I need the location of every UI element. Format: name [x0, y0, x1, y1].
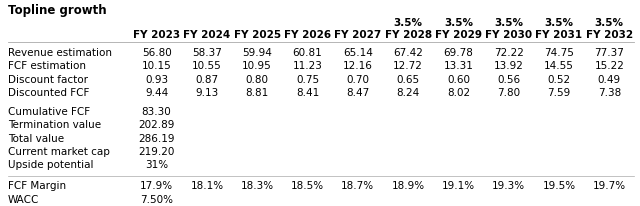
- Text: 0.56: 0.56: [497, 74, 520, 84]
- Text: 3.5%: 3.5%: [595, 18, 624, 28]
- Text: Revenue estimation: Revenue estimation: [8, 48, 112, 58]
- Text: Cumulative FCF: Cumulative FCF: [8, 107, 90, 117]
- Text: 0.60: 0.60: [447, 74, 470, 84]
- Text: 18.1%: 18.1%: [190, 180, 223, 190]
- Text: 58.37: 58.37: [192, 48, 222, 58]
- Text: 9.13: 9.13: [195, 87, 218, 97]
- Text: 0.65: 0.65: [397, 74, 420, 84]
- Text: 65.14: 65.14: [343, 48, 372, 58]
- Text: WACC: WACC: [8, 194, 39, 204]
- Text: 59.94: 59.94: [243, 48, 272, 58]
- Text: 17.9%: 17.9%: [140, 180, 173, 190]
- Text: 0.75: 0.75: [296, 74, 319, 84]
- Text: 8.02: 8.02: [447, 87, 470, 97]
- Text: 19.3%: 19.3%: [492, 180, 525, 190]
- Text: FY 2029: FY 2029: [435, 30, 482, 40]
- Text: FY 2027: FY 2027: [334, 30, 381, 40]
- Text: Discounted FCF: Discounted FCF: [8, 87, 89, 97]
- Text: 13.92: 13.92: [493, 61, 524, 71]
- Text: FY 2023: FY 2023: [133, 30, 180, 40]
- Text: 56.80: 56.80: [141, 48, 172, 58]
- Text: FY 2031: FY 2031: [536, 30, 582, 40]
- Text: 19.5%: 19.5%: [543, 180, 575, 190]
- Text: Topline growth: Topline growth: [8, 4, 106, 17]
- Text: 69.78: 69.78: [444, 48, 474, 58]
- Text: 7.50%: 7.50%: [140, 194, 173, 204]
- Text: 286.19: 286.19: [138, 133, 175, 143]
- Text: Termination value: Termination value: [8, 120, 101, 130]
- Text: Current market cap: Current market cap: [8, 146, 109, 156]
- Text: 67.42: 67.42: [393, 48, 423, 58]
- Text: 19.7%: 19.7%: [593, 180, 626, 190]
- Text: 60.81: 60.81: [292, 48, 323, 58]
- Text: 18.9%: 18.9%: [392, 180, 425, 190]
- Text: 7.59: 7.59: [547, 87, 571, 97]
- Text: 3.5%: 3.5%: [394, 18, 422, 28]
- Text: 18.5%: 18.5%: [291, 180, 324, 190]
- Text: FY 2030: FY 2030: [485, 30, 532, 40]
- Text: FY 2028: FY 2028: [385, 30, 431, 40]
- Text: FCF Margin: FCF Margin: [8, 180, 66, 190]
- Text: 10.15: 10.15: [141, 61, 172, 71]
- Text: 0.93: 0.93: [145, 74, 168, 84]
- Text: 19.1%: 19.1%: [442, 180, 475, 190]
- Text: 18.3%: 18.3%: [241, 180, 274, 190]
- Text: 8.81: 8.81: [246, 87, 269, 97]
- Text: 83.30: 83.30: [141, 107, 172, 117]
- Text: 202.89: 202.89: [138, 120, 175, 130]
- Text: 12.72: 12.72: [393, 61, 423, 71]
- Text: Upside potential: Upside potential: [8, 159, 93, 169]
- Text: Total value: Total value: [8, 133, 64, 143]
- Text: 11.23: 11.23: [292, 61, 323, 71]
- Text: 15.22: 15.22: [595, 61, 624, 71]
- Text: FY 2026: FY 2026: [284, 30, 331, 40]
- Text: FY 2024: FY 2024: [183, 30, 230, 40]
- Text: FCF estimation: FCF estimation: [8, 61, 86, 71]
- Text: 7.38: 7.38: [598, 87, 621, 97]
- Text: 0.70: 0.70: [346, 74, 369, 84]
- Text: 8.41: 8.41: [296, 87, 319, 97]
- Text: 3.5%: 3.5%: [545, 18, 573, 28]
- Text: Discount factor: Discount factor: [8, 74, 88, 84]
- Text: 0.52: 0.52: [547, 74, 570, 84]
- Text: 8.47: 8.47: [346, 87, 369, 97]
- Text: 10.95: 10.95: [243, 61, 272, 71]
- Text: 31%: 31%: [145, 159, 168, 169]
- Text: 72.22: 72.22: [493, 48, 524, 58]
- Text: 8.24: 8.24: [396, 87, 420, 97]
- Text: 0.80: 0.80: [246, 74, 269, 84]
- Text: 219.20: 219.20: [138, 146, 175, 156]
- Text: 13.31: 13.31: [444, 61, 474, 71]
- Text: 12.16: 12.16: [343, 61, 372, 71]
- Text: FY 2025: FY 2025: [234, 30, 281, 40]
- Text: 0.49: 0.49: [598, 74, 621, 84]
- Text: 9.44: 9.44: [145, 87, 168, 97]
- Text: 0.87: 0.87: [195, 74, 218, 84]
- Text: 3.5%: 3.5%: [444, 18, 473, 28]
- Text: 18.7%: 18.7%: [341, 180, 374, 190]
- Text: 7.80: 7.80: [497, 87, 520, 97]
- Text: 10.55: 10.55: [192, 61, 221, 71]
- Text: 77.37: 77.37: [595, 48, 624, 58]
- Text: 74.75: 74.75: [544, 48, 574, 58]
- Text: 3.5%: 3.5%: [494, 18, 523, 28]
- Text: 14.55: 14.55: [544, 61, 574, 71]
- Text: FY 2032: FY 2032: [586, 30, 633, 40]
